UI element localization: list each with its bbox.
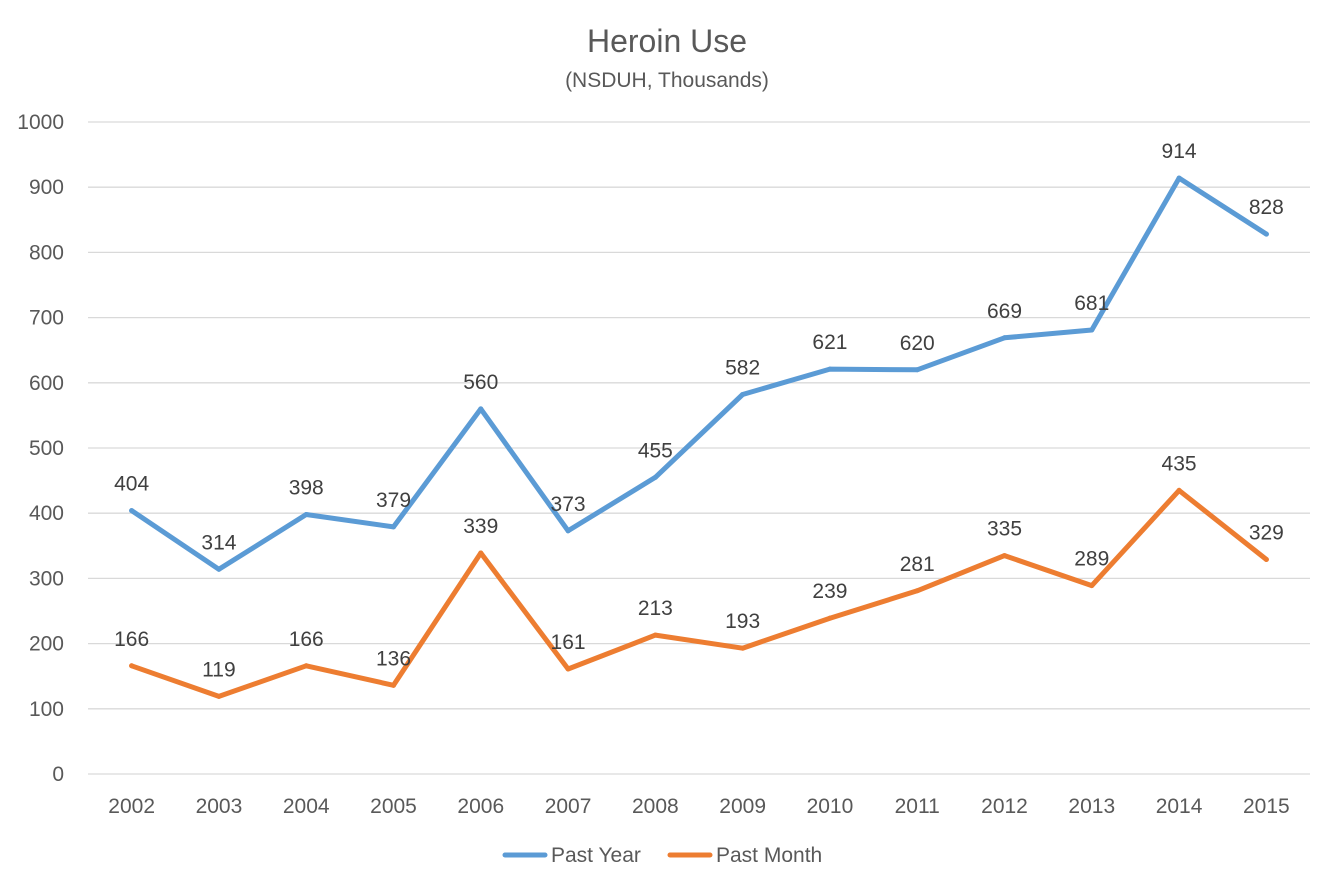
- data-label: 681: [1074, 292, 1109, 315]
- data-label: 239: [812, 580, 847, 603]
- y-tick-label: 900: [29, 176, 64, 199]
- x-tick-label: 2013: [1068, 795, 1115, 818]
- x-tick-label: 2009: [719, 795, 766, 818]
- x-tick-label: 2014: [1156, 795, 1203, 818]
- data-point: [303, 663, 309, 669]
- data-point: [914, 367, 920, 373]
- data-point: [1176, 487, 1182, 493]
- data-label: 136: [376, 647, 411, 670]
- data-label: 161: [551, 631, 586, 654]
- x-tick-label: 2002: [108, 795, 155, 818]
- x-tick-label: 2010: [807, 795, 854, 818]
- data-point: [478, 550, 484, 556]
- data-label: 379: [376, 489, 411, 512]
- y-tick-label: 0: [52, 763, 64, 786]
- data-label: 398: [289, 477, 324, 500]
- data-point: [216, 693, 222, 699]
- y-tick-label: 700: [29, 307, 64, 330]
- x-tick-label: 2008: [632, 795, 679, 818]
- data-point: [565, 666, 571, 672]
- data-label: 335: [987, 518, 1022, 541]
- x-tick-label: 2004: [283, 795, 330, 818]
- data-label: 373: [551, 493, 586, 516]
- x-axis-ticks: 2002 2003 2004 2005 2006 2007 2008 2009 2010 2011…: [108, 795, 1289, 818]
- gridlines: [88, 121, 1310, 775]
- data-point: [565, 528, 571, 534]
- series-lines: [129, 175, 1269, 699]
- data-point: [1089, 327, 1095, 333]
- y-axis-ticks: 0 100 200 300 400 500 600 700 800 900 1000: [17, 111, 64, 786]
- legend: Past Year Past Month: [502, 844, 822, 867]
- series-line-past-year: [129, 175, 1269, 572]
- data-point: [1263, 231, 1269, 237]
- data-label: 828: [1249, 196, 1284, 219]
- data-label: 213: [638, 597, 673, 620]
- data-label: 166: [289, 628, 324, 651]
- y-tick-label: 800: [29, 241, 64, 264]
- data-point: [827, 615, 833, 621]
- data-labels: 404 314 398 379 560 373 455 582 621 620 669 681 914 8…: [114, 140, 1284, 681]
- data-point: [652, 474, 658, 480]
- data-point: [129, 663, 135, 669]
- data-point: [914, 588, 920, 594]
- data-point: [1002, 553, 1007, 559]
- y-tick-label: 600: [29, 372, 64, 395]
- data-point: [391, 524, 396, 530]
- legend-label: Past Month: [716, 844, 822, 867]
- x-tick-label: 2003: [196, 795, 243, 818]
- y-tick-label: 300: [29, 567, 64, 590]
- legend-past-month: Past Month: [667, 844, 822, 867]
- data-point: [478, 406, 484, 412]
- data-label: 404: [114, 473, 149, 496]
- data-point: [652, 632, 658, 638]
- data-point: [740, 392, 746, 398]
- data-label: 119: [202, 658, 235, 681]
- chart-title: Heroin Use: [587, 23, 747, 59]
- data-point: [1089, 583, 1095, 589]
- data-label: 582: [725, 357, 760, 380]
- data-point: [740, 645, 746, 651]
- data-label: 560: [463, 371, 498, 394]
- y-tick-label: 100: [29, 698, 64, 721]
- legend-label: Past Year: [551, 844, 641, 867]
- chart-subtitle: (NSDUH, Thousands): [565, 69, 769, 92]
- data-point: [1002, 335, 1007, 341]
- data-point: [303, 512, 309, 518]
- y-tick-label: 1000: [17, 111, 64, 134]
- data-point: [129, 508, 135, 514]
- data-label: 455: [638, 439, 673, 462]
- x-tick-label: 2011: [895, 795, 940, 818]
- x-tick-label: 2012: [981, 795, 1028, 818]
- y-tick-label: 400: [29, 502, 64, 525]
- data-point: [1176, 175, 1182, 181]
- data-point: [1263, 556, 1269, 562]
- data-label: 329: [1249, 521, 1284, 544]
- data-point: [216, 566, 222, 572]
- x-tick-label: 2005: [370, 795, 417, 818]
- data-label: 621: [812, 331, 847, 354]
- data-label: 914: [1162, 140, 1197, 163]
- data-label: 339: [463, 515, 498, 538]
- data-point: [391, 682, 396, 688]
- x-tick-label: 2007: [545, 795, 592, 818]
- data-label: 435: [1162, 452, 1197, 475]
- data-label: 281: [900, 553, 935, 576]
- data-point: [827, 366, 833, 372]
- data-label: 166: [114, 628, 149, 651]
- x-tick-label: 2015: [1243, 795, 1290, 818]
- data-label: 314: [201, 531, 236, 554]
- data-label: 289: [1074, 548, 1109, 571]
- legend-past-year: Past Year: [502, 844, 641, 867]
- data-label: 669: [987, 300, 1022, 323]
- x-tick-label: 2006: [457, 795, 504, 818]
- y-tick-label: 200: [29, 633, 64, 656]
- y-tick-label: 500: [29, 437, 64, 460]
- series-line-past-month: [129, 487, 1269, 699]
- data-label: 193: [725, 610, 760, 633]
- data-label: 620: [900, 332, 935, 355]
